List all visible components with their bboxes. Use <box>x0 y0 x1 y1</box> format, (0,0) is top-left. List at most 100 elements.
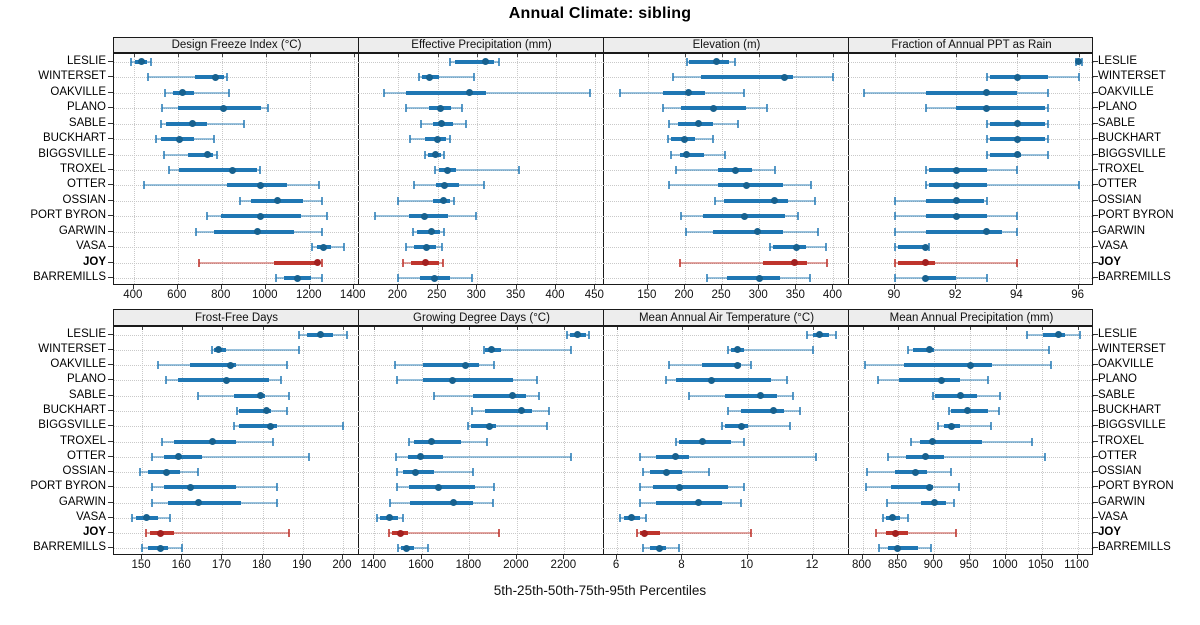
whisker-cap-low <box>161 437 164 446</box>
median-dot <box>931 499 939 507</box>
whisker-cap-high <box>341 422 344 431</box>
whisker-cap-low <box>151 498 154 507</box>
whisker-cap-low <box>713 196 716 205</box>
median-dot <box>694 120 702 128</box>
median-dot <box>397 529 405 537</box>
axis-tick <box>221 555 223 559</box>
panel-divider <box>358 327 359 554</box>
median-dot <box>256 212 264 220</box>
median-dot <box>698 438 706 445</box>
median-dot <box>226 361 234 369</box>
gridline-h <box>604 533 849 535</box>
site-label-right-otter: OTTER <box>1098 178 1137 191</box>
median-dot <box>211 73 219 81</box>
gridline-v <box>647 54 649 284</box>
whisker-cap-high <box>297 345 300 354</box>
whisker-cap-low <box>233 422 236 431</box>
whisker-cap-high <box>1031 437 1034 446</box>
iqr-bar <box>899 378 961 383</box>
whisker-cap-high <box>1016 212 1019 221</box>
whisker-cap-low <box>388 498 391 507</box>
whisker-cap-high <box>733 57 736 66</box>
whisker-cap-high <box>285 361 288 370</box>
median-dot <box>770 407 778 415</box>
median-dot <box>214 346 222 354</box>
panel-divider <box>603 38 604 52</box>
whisker-cap-high <box>213 135 216 144</box>
axis-tick-label: 250 <box>427 289 447 301</box>
gridline-v <box>1078 54 1080 284</box>
site-label-right-ossian: OSSIAN <box>1098 465 1142 478</box>
median-dot <box>257 392 265 400</box>
whisker-line <box>639 455 817 458</box>
gridline-v <box>142 327 144 554</box>
whisker-cap-low <box>160 119 163 128</box>
median-dot <box>1054 331 1062 339</box>
axis-tick-top <box>309 54 311 57</box>
site-label-left-leslie: LESLIE <box>67 327 106 340</box>
whisker-cap-low <box>235 406 238 415</box>
site-tick-right <box>1093 184 1098 186</box>
iqr-bar <box>190 363 237 368</box>
gridline-v <box>617 327 619 554</box>
whisker-cap-high <box>743 483 746 492</box>
whisker-cap-low <box>805 330 808 339</box>
panel-design-freeze-index-c <box>114 54 359 284</box>
site-label-right-buckhart: BUCKHART <box>1098 403 1162 416</box>
median-dot <box>983 89 991 97</box>
whisker-cap-high <box>906 513 909 522</box>
gridline-h <box>114 262 359 264</box>
median-dot <box>628 514 636 522</box>
whisker-cap-high <box>461 104 464 113</box>
axis-tick-top <box>555 54 557 57</box>
whisker-cap-low <box>396 196 399 205</box>
site-tick-right <box>1093 169 1098 170</box>
iqr-bar <box>423 363 479 368</box>
site-label-right-garwin: GARWIN <box>1098 224 1146 237</box>
whisker-cap-high <box>824 243 827 252</box>
panel-divider <box>603 327 604 554</box>
whisker-cap-high <box>538 391 541 400</box>
gridline-h <box>359 456 604 458</box>
gridline-h <box>114 487 359 489</box>
axis-tick-label: 300 <box>748 289 768 301</box>
iqr-bar <box>726 276 780 281</box>
iqr-bar <box>904 363 993 368</box>
whisker-line <box>164 91 230 94</box>
site-label-right-troxel: TROXEL <box>1098 163 1145 175</box>
site-label-left-vasa: VASA <box>76 510 106 523</box>
whisker-cap-low <box>383 88 386 97</box>
axis-tick-top <box>437 54 439 57</box>
panel-divider <box>358 54 359 284</box>
site-label-right-buckhart: BUCKHART <box>1098 132 1162 145</box>
whisker-cap-high <box>440 243 443 252</box>
panel-effective-precipitation-mm <box>359 54 604 284</box>
axis-tick-top <box>813 327 815 330</box>
median-dot <box>755 274 763 282</box>
whisker-cap-high <box>737 119 740 128</box>
site-tick-left <box>108 122 113 124</box>
axis-tick <box>476 285 478 289</box>
iqr-bar <box>179 168 257 172</box>
median-dot <box>1013 151 1021 159</box>
axis-tick-top <box>142 327 144 330</box>
iqr-bar <box>238 408 271 413</box>
axis-tick-label: 400 <box>822 289 842 301</box>
gridline-h <box>604 349 849 351</box>
gridline-h <box>849 349 1094 351</box>
site-tick-left <box>108 277 113 279</box>
whisker-cap-low <box>893 258 896 267</box>
whisker-cap-high <box>678 544 681 553</box>
median-dot <box>178 89 186 97</box>
axis-tick-label: 200 <box>674 289 694 301</box>
median-dot <box>922 243 930 251</box>
site-label-left-sable: SABLE <box>68 388 106 401</box>
whisker-cap-low <box>668 361 671 370</box>
axis-tick <box>594 285 596 289</box>
gridline-h <box>114 77 359 79</box>
whisker-cap-high <box>999 391 1002 400</box>
site-tick-left <box>108 425 113 427</box>
site-label-left-garwin: GARWIN <box>58 495 106 508</box>
whisker-cap-high <box>181 544 184 553</box>
iqr-bar <box>165 121 208 126</box>
